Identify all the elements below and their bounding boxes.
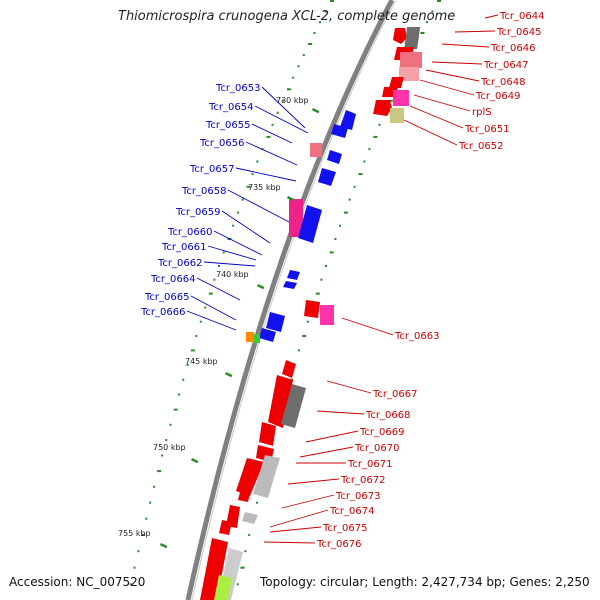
gc-track-left xyxy=(129,0,334,586)
gene-label-reverse[interactable]: Tcr_0655 xyxy=(205,120,250,131)
scale-label: 750 kbp xyxy=(153,443,186,452)
gene-label-reverse[interactable]: Tcr_0653 xyxy=(215,83,260,94)
scale-label: 730 kbp xyxy=(276,96,309,105)
gene-label-forward[interactable]: Tcr_0670 xyxy=(354,443,399,454)
gene-label-forward[interactable]: Tcr_0671 xyxy=(347,459,392,470)
gene-label-forward[interactable]: Tcr_0674 xyxy=(329,506,374,517)
gene-label-reverse[interactable]: Tcr_0665 xyxy=(144,292,189,303)
gene-label-forward[interactable]: Tcr_0646 xyxy=(490,43,535,54)
scale-label: 755 kbp xyxy=(118,529,151,538)
gene-label-forward[interactable]: Tcr_0647 xyxy=(483,60,528,71)
gene-label-forward[interactable]: Tcr_0648 xyxy=(480,77,525,88)
gene-label-forward[interactable]: Tcr_0675 xyxy=(322,523,367,534)
gene-label-forward[interactable]: Tcr_0644 xyxy=(499,11,544,22)
gene-label-reverse[interactable]: Tcr_0656 xyxy=(199,138,244,149)
gene-label-forward[interactable]: Tcr_0667 xyxy=(372,389,417,400)
gene-label-reverse[interactable]: Tcr_0654 xyxy=(208,102,253,113)
gene-label-reverse[interactable]: Tcr_0662 xyxy=(157,258,202,269)
genome-backbone xyxy=(185,0,397,600)
scale-labels: 730 kbp 735 kbp 740 kbp 745 kbp 750 kbp 755 k… xyxy=(118,96,320,549)
gene-label-reverse[interactable]: Tcr_0657 xyxy=(189,164,234,175)
gene-label-forward[interactable]: Tcr_0651 xyxy=(464,124,509,135)
gene-label-forward[interactable]: Tcr_0645 xyxy=(496,27,541,38)
gene-leaders xyxy=(186,14,499,544)
gene-label-reverse[interactable]: Tcr_0659 xyxy=(175,207,220,218)
gene-label-reverse[interactable]: Tcr_0658 xyxy=(181,186,226,197)
scale-label: 745 kbp xyxy=(185,357,218,366)
forward-strand-features xyxy=(200,27,422,600)
scale-label: 735 kbp xyxy=(248,183,281,192)
gene-label-forward[interactable]: rplS xyxy=(472,107,492,118)
reverse-strand-features xyxy=(246,110,356,343)
gene-label-forward[interactable]: Tcr_0663 xyxy=(394,331,439,342)
scale-label: 740 kbp xyxy=(216,270,249,279)
gene-label-reverse[interactable]: Tcr_0666 xyxy=(140,307,185,318)
map-title: Thiomicrospira crunogena XCL-2, complete… xyxy=(118,9,456,24)
gene-label-reverse[interactable]: Tcr_0664 xyxy=(150,274,195,285)
gene-label-forward[interactable]: Tcr_0672 xyxy=(340,475,385,486)
genome-summary: Topology: circular; Length: 2,427,734 bp… xyxy=(260,575,590,589)
gene-label-forward[interactable]: Tcr_0652 xyxy=(458,141,503,152)
gene-label-forward[interactable]: Tcr_0669 xyxy=(359,427,404,438)
gene-label-forward[interactable]: Tcr_0668 xyxy=(365,410,410,421)
gene-label-reverse[interactable]: Tcr_0661 xyxy=(161,242,206,253)
accession-label: Accession: NC_007520 xyxy=(9,575,146,589)
gene-label-forward[interactable]: Tcr_0676 xyxy=(316,539,361,550)
gene-label-reverse[interactable]: Tcr_0660 xyxy=(167,227,212,238)
gene-label-forward[interactable]: Tcr_0673 xyxy=(335,491,380,502)
gene-label-forward[interactable]: Tcr_0649 xyxy=(475,91,520,102)
